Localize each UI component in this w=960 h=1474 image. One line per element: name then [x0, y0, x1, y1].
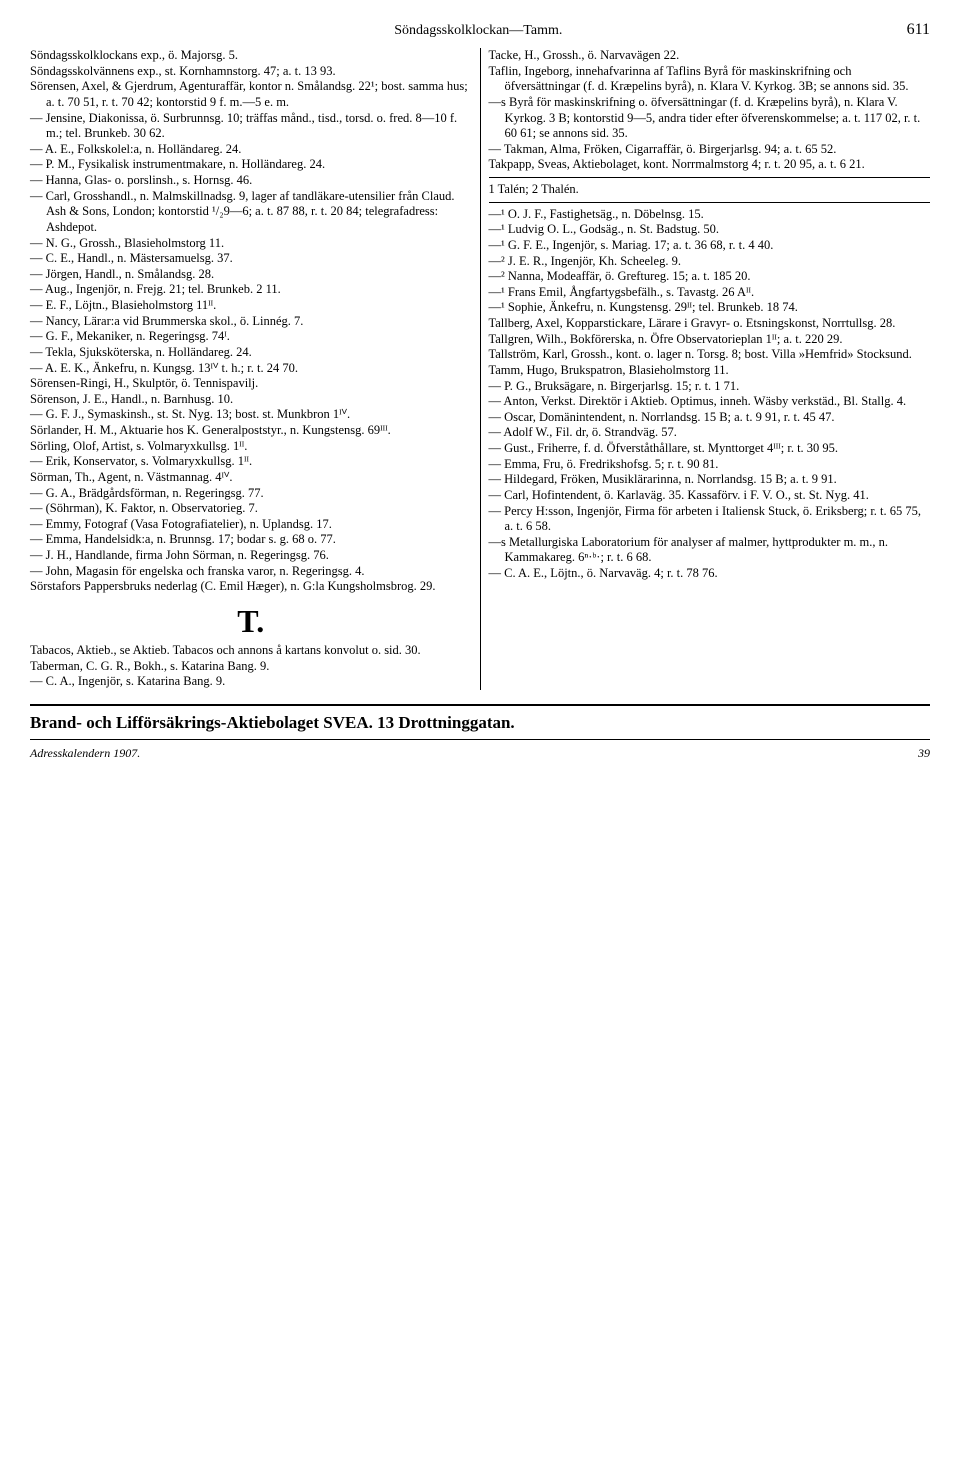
- footer-left: Adresskalendern 1907.: [30, 746, 140, 761]
- directory-entry: — P. M., Fysikalisk instrumentmakare, n.…: [30, 157, 472, 173]
- directory-entry: Taflin, Ingeborg, innehafvarinna af Tafl…: [489, 64, 931, 95]
- directory-entry: Sörensen-Ringi, H., Skulptör, ö. Tennisp…: [30, 376, 472, 392]
- directory-entry: — G. F. J., Symaskinsh., st. St. Nyg. 13…: [30, 407, 472, 423]
- directory-entry: — E. F., Löjtn., Blasieholmstorg 11ᴵᴵ.: [30, 298, 472, 314]
- footer-right: 39: [918, 746, 930, 761]
- directory-entry: — John, Magasin för engelska och franska…: [30, 564, 472, 580]
- directory-entry: Sörensen, Axel, & Gjerdrum, Agenturaffär…: [30, 79, 472, 110]
- directory-entry: — C. A., Ingenjör, s. Katarina Bang. 9.: [30, 674, 472, 690]
- running-head: Söndagsskolklockan—Tamm.: [70, 22, 887, 40]
- directory-entry: — Erik, Konservator, s. Volmaryxkullsg. …: [30, 454, 472, 470]
- directory-entry: —¹ Ludvig O. L., Godsäg., n. St. Badstug…: [489, 222, 931, 238]
- directory-entry: Tallgren, Wilh., Bokförerska, n. Öfre Ob…: [489, 332, 931, 348]
- directory-entry: Sörlander, H. M., Aktuarie hos K. Genera…: [30, 423, 472, 439]
- directory-entry: Sörstafors Pappersbruks nederlag (C. Emi…: [30, 579, 472, 595]
- directory-entry: — Aug., Ingenjör, n. Frejg. 21; tel. Bru…: [30, 282, 472, 298]
- directory-entry: —² Nanna, Modeaffär, ö. Greftureg. 15; a…: [489, 269, 931, 285]
- directory-entry: — G. F., Mekaniker, n. Regeringsg. 74ᴵ.: [30, 329, 472, 345]
- directory-entry: —¹ G. F. E., Ingenjör, s. Mariag. 17; a.…: [489, 238, 931, 254]
- page-number: 611: [907, 20, 930, 40]
- directory-entry: Söndagsskolklockans exp., ö. Majorsg. 5.: [30, 48, 472, 64]
- section-rule: [489, 177, 931, 178]
- cross-reference: 1 Talén; 2 Thalén.: [489, 182, 931, 198]
- column-divider: [480, 48, 481, 690]
- directory-entry: — G. A., Brädgårdsförman, n. Regeringsg.…: [30, 486, 472, 502]
- directory-entry: — Percy H:sson, Ingenjör, Firma för arbe…: [489, 504, 931, 535]
- directory-entry: — Adolf W., Fil. dr, ö. Strandväg. 57.: [489, 425, 931, 441]
- right-column: Tacke, H., Grossh., ö. Narvavägen 22.Taf…: [489, 48, 931, 690]
- directory-entry: —s Metallurgiska Laboratorium för analys…: [489, 535, 931, 566]
- directory-entry: — Emma, Handelsidk:a, n. Brunnsg. 17; bo…: [30, 532, 472, 548]
- directory-entry: Söndagsskolvännens exp., st. Kornhamnsto…: [30, 64, 472, 80]
- directory-entry: — Oscar, Domänintendent, n. Norrlandsg. …: [489, 410, 931, 426]
- directory-entry: Tallberg, Axel, Kopparstickare, Lärare i…: [489, 316, 931, 332]
- directory-entry: — Emmy, Fotograf (Vasa Fotografiatelier)…: [30, 517, 472, 533]
- directory-entry: Sörenson, J. E., Handl., n. Barnhusg. 10…: [30, 392, 472, 408]
- directory-entry: — (Söhrman), K. Faktor, n. Observatorieg…: [30, 501, 472, 517]
- directory-entry: — Jensine, Diakonissa, ö. Surbrunnsg. 10…: [30, 111, 472, 142]
- directory-entry: — Takman, Alma, Fröken, Cigarraffär, ö. …: [489, 142, 931, 158]
- directory-entry: — C. E., Handl., n. Mästersamuelsg. 37.: [30, 251, 472, 267]
- directory-entry: — Anton, Verkst. Direktör i Aktieb. Opti…: [489, 394, 931, 410]
- directory-entry: Sörman, Th., Agent, n. Västmannag. 4ᴵⱽ.: [30, 470, 472, 486]
- directory-entry: —¹ Sophie, Änkefru, n. Kungstensg. 29ᴵᴵ;…: [489, 300, 931, 316]
- directory-entry: —¹ Frans Emil, Ångfartygsbefälh., s. Tav…: [489, 285, 931, 301]
- directory-entry: — Carl, Hofintendent, ö. Karlaväg. 35. K…: [489, 488, 931, 504]
- directory-entry: — A. E. K., Änkefru, n. Kungsg. 13ᴵⱽ t. …: [30, 361, 472, 377]
- directory-entry: —² J. E. R., Ingenjör, Kh. Scheeleg. 9.: [489, 254, 931, 270]
- directory-entry: — A. E., Folkskolel:a, n. Holländareg. 2…: [30, 142, 472, 158]
- footer-line: Adresskalendern 1907. 39: [30, 746, 930, 761]
- directory-entry: Tallström, Karl, Grossh., kont. o. lager…: [489, 347, 931, 363]
- directory-entry: — Tekla, Sjuksköterska, n. Holländareg. …: [30, 345, 472, 361]
- directory-entry: — C. A. E., Löjtn., ö. Narvaväg. 4; r. t…: [489, 566, 931, 582]
- directory-entry: — Hildegard, Fröken, Musiklärarinna, n. …: [489, 472, 931, 488]
- directory-entry: — P. G., Bruksägare, n. Birgerjarlsg. 15…: [489, 379, 931, 395]
- section-rule: [489, 202, 931, 203]
- directory-entry: — N. G., Grossh., Blasieholmstorg 11.: [30, 236, 472, 252]
- directory-entry: — Carl, Grosshandl., n. Malmskillnadsg. …: [30, 189, 472, 236]
- page-header: Söndagsskolklockan—Tamm. 611: [30, 20, 930, 40]
- directory-entry: — J. H., Handlande, firma John Sörman, n…: [30, 548, 472, 564]
- left-column: Söndagsskolklockans exp., ö. Majorsg. 5.…: [30, 48, 472, 690]
- directory-entry: Taberman, C. G. R., Bokh., s. Katarina B…: [30, 659, 472, 675]
- directory-entry: Takpapp, Sveas, Aktiebolaget, kont. Norr…: [489, 157, 931, 173]
- directory-entry: — Gust., Friherre, f. d. Öfverståthållar…: [489, 441, 931, 457]
- directory-entry: — Emma, Fru, ö. Fredrikshofsg. 5; r. t. …: [489, 457, 931, 473]
- directory-entry: Tacke, H., Grossh., ö. Narvavägen 22.: [489, 48, 931, 64]
- directory-entry: — Hanna, Glas- o. porslinsh., s. Hornsg.…: [30, 173, 472, 189]
- directory-entry: Tamm, Hugo, Brukspatron, Blasieholmstorg…: [489, 363, 931, 379]
- directory-entry: Sörling, Olof, Artist, s. Volmaryxkullsg…: [30, 439, 472, 455]
- directory-entry: Tabacos, Aktieb., se Aktieb. Tabacos och…: [30, 643, 472, 659]
- directory-entry: —s Byrå för maskinskrifning o. öfversätt…: [489, 95, 931, 142]
- directory-entry: — Nancy, Lärar:a vid Brummerska skol., ö…: [30, 314, 472, 330]
- directory-columns: Söndagsskolklockans exp., ö. Majorsg. 5.…: [30, 48, 930, 690]
- directory-entry: —¹ O. J. F., Fastighetsäg., n. Döbelnsg.…: [489, 207, 931, 223]
- section-letter: T.: [30, 601, 472, 641]
- directory-entry: — Jörgen, Handl., n. Smålandsg. 28.: [30, 267, 472, 283]
- footer-ad: Brand- och Lifförsäkrings-Aktiebolaget S…: [30, 704, 930, 740]
